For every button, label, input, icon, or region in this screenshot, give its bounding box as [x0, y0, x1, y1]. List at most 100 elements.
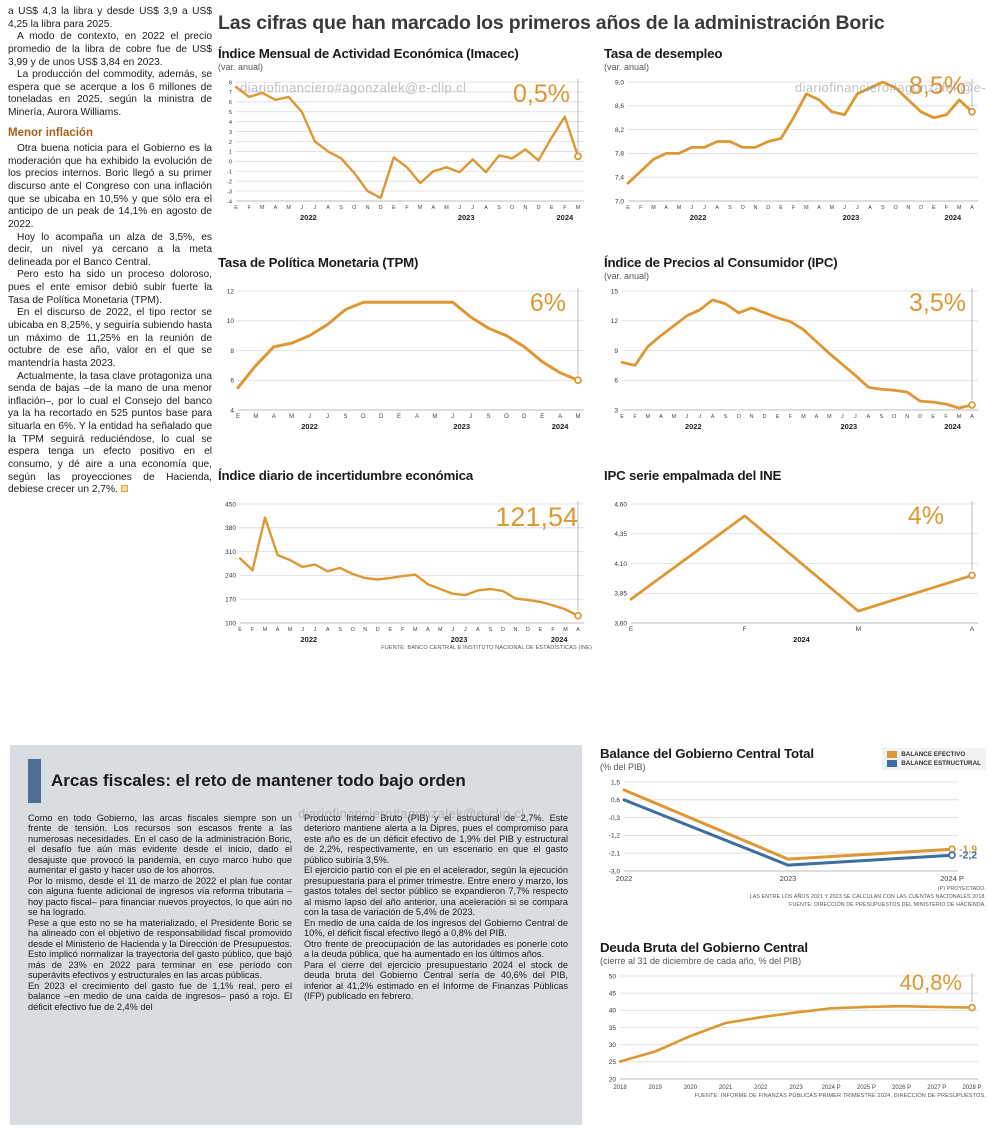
svg-text:S: S [338, 627, 342, 633]
legend-label: BALANCE ESTRUCTURAL [901, 760, 981, 767]
svg-text:A: A [326, 205, 330, 211]
svg-text:O: O [737, 414, 741, 420]
chart-imacec: Índice Mensual de Actividad Económica (I… [218, 46, 592, 248]
svg-text:N: N [513, 627, 517, 633]
svg-text:3,85: 3,85 [614, 591, 627, 598]
svg-text:J: J [685, 414, 688, 420]
svg-text:M: M [651, 205, 656, 211]
svg-text:A: A [576, 627, 580, 633]
fiscal-text-columns: Como en todo Gobierno, las arcas fiscale… [10, 811, 582, 1012]
svg-text:0: 0 [229, 160, 232, 166]
svg-text:-3: -3 [227, 189, 232, 195]
main-headline: Las cifras que han marcado los primeros … [218, 12, 885, 34]
fiscal-paragraph: Por lo mismo, desde el 11 de marzo de 20… [28, 875, 292, 918]
fiscal-section: Arcas fiscales: el reto de mantener todo… [10, 745, 582, 1125]
svg-text:M: M [646, 414, 651, 420]
svg-text:M: M [801, 414, 806, 420]
svg-text:6: 6 [229, 100, 232, 106]
svg-text:M: M [804, 205, 809, 211]
svg-text:S: S [728, 205, 732, 211]
svg-text:S: S [489, 627, 493, 633]
svg-text:S: S [487, 414, 491, 420]
svg-text:E: E [779, 205, 783, 211]
svg-text:7,4: 7,4 [615, 175, 624, 182]
fiscal-paragraph: El ejercicio partió con el pie en el ace… [304, 865, 568, 918]
fiscal-section-title: Arcas fiscales: el reto de mantener todo… [51, 771, 466, 790]
svg-text:2022: 2022 [300, 213, 317, 222]
svg-text:F: F [401, 627, 405, 633]
chart-legend: BALANCE EFECTIVO BALANCE ESTRUCTURAL [882, 748, 986, 770]
svg-text:2024: 2024 [945, 213, 963, 222]
chart-subtitle [218, 484, 592, 496]
svg-text:J: J [843, 205, 846, 211]
fiscal-paragraph: Otro frente de preocupación de las autor… [304, 938, 568, 960]
svg-text:D: D [766, 205, 770, 211]
chart-source: FUENTE: BANCO CENTRAL E INSTITUTO NACION… [381, 645, 592, 651]
svg-text:F: F [789, 414, 793, 420]
svg-text:N: N [363, 627, 367, 633]
svg-text:A: A [970, 626, 975, 633]
svg-text:D: D [919, 205, 923, 211]
deuda-line-plot: 50 45 40 35 30 25 20 2018 2019 2020 2021 2022 2023 20… [609, 973, 982, 1091]
svg-text:2023: 2023 [451, 635, 468, 644]
chart-title: Índice de Precios al Consumidor (IPC) [604, 255, 838, 270]
svg-text:-2,2: -2,2 [959, 850, 977, 862]
svg-text:M: M [263, 627, 268, 633]
fiscal-paragraph: En medio de una caída de los ingresos de… [304, 917, 568, 939]
svg-text:F: F [743, 626, 747, 633]
svg-text:E: E [550, 205, 554, 211]
svg-text:40: 40 [609, 1008, 617, 1015]
svg-text:S: S [724, 414, 728, 420]
svg-text:M: M [289, 414, 294, 420]
fiscal-paragraph: Para el cierre del ejercicio presupuesta… [304, 959, 568, 1002]
svg-text:M: M [856, 626, 861, 633]
svg-text:N: N [523, 205, 527, 211]
svg-text:2023: 2023 [789, 1085, 803, 1091]
svg-text:4: 4 [230, 407, 234, 414]
svg-text:J: J [314, 205, 317, 211]
svg-text:30: 30 [609, 1042, 617, 1049]
chart-tpm: Tasa de Política Monetaria (TPM) 6% 12 10… [218, 255, 592, 457]
svg-text:2026 P: 2026 P [892, 1085, 911, 1091]
svg-text:2022: 2022 [690, 213, 707, 222]
fiscal-paragraph: En 2023 el crecimiento del gasto fue de … [28, 980, 292, 1012]
svg-text:0,6: 0,6 [611, 797, 620, 804]
svg-text:2025 P: 2025 P [857, 1085, 876, 1091]
fiscal-paragraph: Producto Interno Bruto (PIB) y el estruc… [304, 813, 568, 865]
fiscal-paragraph: Pese a que esto no se ha materializado, … [28, 917, 292, 981]
svg-text:J: J [451, 414, 454, 420]
title-accent-bar [28, 759, 41, 803]
chart-desempleo: Tasa de desempleo (var. anual) 8,5% 9,0 8… [604, 46, 986, 248]
svg-text:170: 170 [225, 597, 236, 604]
svg-text:M: M [413, 627, 418, 633]
fiscal-column-1: Como en todo Gobierno, las arcas fiscale… [28, 813, 292, 1012]
svg-text:240: 240 [225, 573, 236, 580]
svg-text:M: M [438, 627, 443, 633]
svg-text:S: S [339, 205, 343, 211]
svg-text:2: 2 [229, 140, 232, 146]
legend-swatch-efectivo [887, 751, 898, 758]
svg-text:A: A [274, 205, 278, 211]
svg-text:A: A [426, 627, 430, 633]
svg-text:A: A [484, 205, 488, 211]
svg-text:N: N [750, 414, 754, 420]
chart-subtitle: (% del PIB) [600, 762, 646, 772]
svg-text:O: O [893, 205, 897, 211]
chart-notes: (P) PROYECTADO. LAS ENTRE LOS AÑOS 2021 … [600, 885, 986, 910]
svg-text:7,0: 7,0 [615, 198, 624, 205]
svg-text:F: F [405, 205, 409, 211]
svg-text:M: M [563, 627, 568, 633]
article-paragraph: Otra buena noticia para el Gobierno es l… [8, 143, 212, 230]
chart-subtitle: (var. anual) [604, 62, 650, 72]
svg-text:S: S [879, 414, 883, 420]
svg-text:M: M [260, 205, 265, 211]
svg-text:A: A [432, 205, 436, 211]
svg-text:9: 9 [614, 348, 618, 355]
chart-subtitle: (cierre al 31 de diciembre de cada año, … [600, 956, 802, 966]
chart-latest-value: 3,5% [909, 289, 966, 317]
svg-text:-4: -4 [227, 199, 232, 205]
svg-text:A: A [558, 414, 562, 420]
